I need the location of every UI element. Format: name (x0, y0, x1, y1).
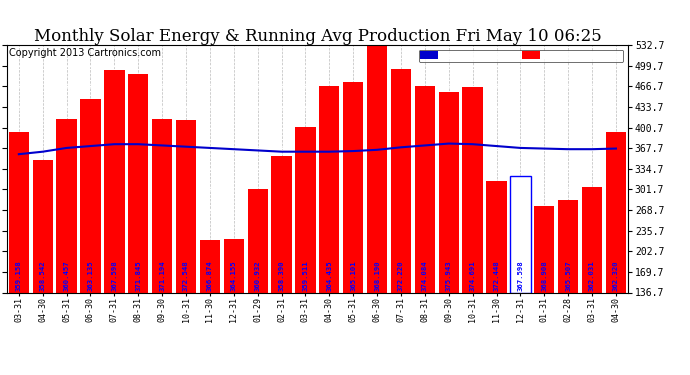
Text: 358.542: 358.542 (40, 261, 46, 291)
Bar (32, 160, 53, 292)
Text: 366.874: 366.874 (207, 261, 213, 291)
Title: Monthly Solar Energy & Running Avg Production Fri May 10 06:25: Monthly Solar Energy & Running Avg Produ… (34, 28, 601, 45)
Bar (176, 120, 196, 292)
Text: 367.598: 367.598 (111, 261, 117, 291)
Bar (200, 240, 220, 292)
Text: 372.448: 372.448 (493, 261, 500, 291)
Bar (462, 87, 483, 292)
Bar (511, 176, 531, 292)
Bar (558, 200, 578, 292)
Bar (57, 118, 77, 292)
Bar (534, 206, 555, 292)
Text: 371.194: 371.194 (159, 261, 165, 291)
Text: 359.158: 359.158 (16, 261, 22, 291)
Text: Copyright 2013 Cartronics.com: Copyright 2013 Cartronics.com (9, 48, 161, 58)
Text: 359.511: 359.511 (302, 261, 308, 291)
Bar (343, 82, 364, 292)
Text: 365.101: 365.101 (351, 261, 356, 291)
Text: 360.457: 360.457 (63, 261, 70, 291)
Bar (391, 69, 411, 292)
Text: 363.135: 363.135 (88, 261, 94, 291)
Text: 368.908: 368.908 (541, 261, 547, 291)
Text: 372.548: 372.548 (183, 261, 189, 291)
Bar (9, 132, 29, 292)
Bar (152, 118, 172, 292)
Text: 374.691: 374.691 (470, 261, 475, 291)
Text: 371.845: 371.845 (135, 261, 141, 291)
Bar (248, 189, 268, 292)
Bar (224, 239, 244, 292)
Text: 368.190: 368.190 (374, 261, 380, 291)
Bar (319, 86, 339, 292)
Bar (606, 132, 626, 292)
Text: 365.507: 365.507 (565, 261, 571, 291)
Text: 375.943: 375.943 (446, 261, 452, 291)
Text: 358.390: 358.390 (279, 261, 284, 291)
Bar (486, 181, 506, 292)
Bar (80, 99, 101, 292)
Bar (128, 74, 148, 292)
Legend: Average  (kWh), Monthly  (kWh): Average (kWh), Monthly (kWh) (419, 50, 623, 62)
Text: 362.031: 362.031 (589, 261, 595, 291)
Text: 372.220: 372.220 (398, 261, 404, 291)
Text: 360.932: 360.932 (255, 261, 261, 291)
Bar (104, 70, 124, 292)
Text: 364.435: 364.435 (326, 261, 333, 291)
Text: 374.084: 374.084 (422, 261, 428, 291)
Bar (271, 156, 292, 292)
Bar (295, 128, 315, 292)
Bar (415, 86, 435, 292)
Bar (582, 188, 602, 292)
Text: 364.155: 364.155 (230, 261, 237, 291)
Text: 367.598: 367.598 (518, 261, 524, 291)
Bar (439, 92, 459, 292)
Text: 362.320: 362.320 (613, 261, 619, 291)
Bar (367, 42, 387, 292)
